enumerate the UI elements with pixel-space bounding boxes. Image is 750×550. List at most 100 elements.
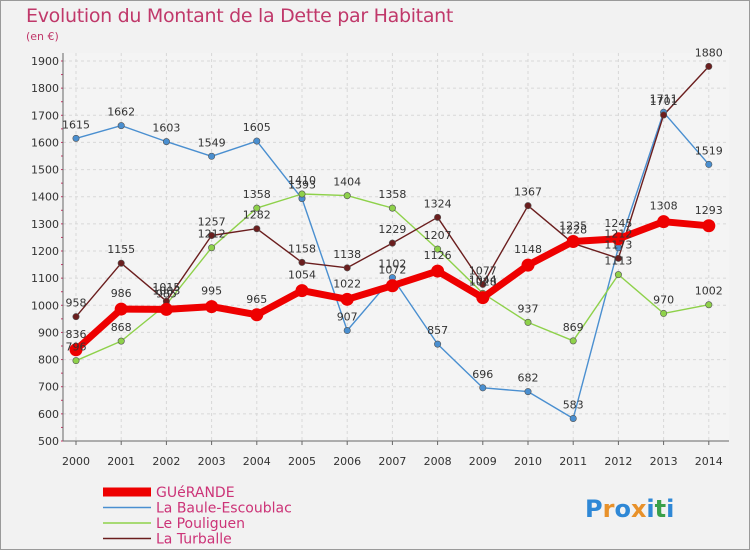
legend-label-la-baule-escoublac: La Baule-Escoublac bbox=[156, 501, 292, 517]
point-la-turballe bbox=[479, 280, 487, 288]
y-tick-label: 1400 bbox=[31, 191, 59, 204]
point-gu-rande bbox=[657, 215, 671, 229]
data-label-la-baule-escoublac: 1519 bbox=[695, 144, 723, 157]
point-la-turballe bbox=[298, 258, 306, 266]
data-label-le-pouliguen: 1212 bbox=[198, 228, 226, 241]
point-la-turballe bbox=[388, 239, 396, 247]
data-label-la-baule-escoublac: 583 bbox=[563, 398, 584, 411]
data-label-la-baule-escoublac: 1662 bbox=[107, 106, 135, 119]
point-la-baule-escoublac bbox=[162, 138, 170, 146]
point-la-turballe bbox=[117, 259, 125, 267]
x-tick-label: 2005 bbox=[288, 455, 316, 468]
y-tick-label: 1500 bbox=[31, 164, 59, 177]
data-label-la-baule-escoublac: 682 bbox=[518, 372, 539, 385]
data-label-le-pouliguen: 937 bbox=[518, 302, 539, 315]
data-label-la-turballe: 1282 bbox=[243, 209, 271, 222]
legend-label-gu-rande: GUéRANDE bbox=[156, 485, 235, 501]
data-label-la-baule-escoublac: 1711 bbox=[650, 92, 678, 105]
x-tick-label: 2003 bbox=[198, 455, 226, 468]
point-gu-rande bbox=[431, 264, 445, 278]
point-la-turballe bbox=[660, 111, 668, 119]
data-labels: 1615 1662 1603 1549 1605 1393 907 1102 857 696 682… bbox=[62, 46, 723, 411]
point-le-pouliguen bbox=[72, 357, 80, 365]
data-label-la-turballe: 1155 bbox=[107, 243, 135, 256]
y-tick-label: 1800 bbox=[31, 82, 59, 95]
data-label-le-pouliguen: 1003 bbox=[152, 284, 180, 297]
data-label-la-turballe: 1367 bbox=[514, 186, 542, 199]
y-tick-label: 1900 bbox=[31, 55, 59, 68]
data-label-la-turballe: 1229 bbox=[378, 223, 406, 236]
data-label-gu-rande: 1308 bbox=[650, 200, 678, 213]
point-la-turballe bbox=[524, 202, 532, 210]
y-tick-label: 900 bbox=[38, 326, 59, 339]
data-points bbox=[69, 62, 716, 422]
point-gu-rande bbox=[205, 300, 219, 314]
data-label-la-baule-escoublac: 696 bbox=[472, 368, 493, 381]
data-label-la-turballe: 958 bbox=[66, 297, 87, 310]
point-le-pouliguen bbox=[660, 309, 668, 317]
data-label-le-pouliguen: 1113 bbox=[604, 255, 632, 268]
y-tick-label: 600 bbox=[38, 408, 59, 421]
x-tick-label: 2013 bbox=[650, 455, 678, 468]
data-label-la-baule-escoublac: 1102 bbox=[378, 258, 406, 271]
data-label-gu-rande: 965 bbox=[246, 293, 267, 306]
data-label-la-turballe: 1015 bbox=[152, 281, 180, 294]
point-la-turballe bbox=[434, 213, 442, 221]
data-label-gu-rande: 1148 bbox=[514, 243, 542, 256]
point-la-turballe bbox=[343, 264, 351, 272]
data-label-gu-rande: 1054 bbox=[288, 269, 316, 282]
point-la-baule-escoublac bbox=[343, 327, 351, 335]
y-tick-label: 1200 bbox=[31, 245, 59, 258]
y-tick-label: 800 bbox=[38, 354, 59, 367]
point-la-baule-escoublac bbox=[72, 134, 80, 142]
point-gu-rande bbox=[476, 291, 490, 305]
point-la-turballe bbox=[208, 232, 216, 240]
point-le-pouliguen bbox=[524, 318, 532, 326]
proxiti-logo: Proxiti bbox=[585, 495, 674, 523]
x-tick-label: 2008 bbox=[424, 455, 452, 468]
point-gu-rande bbox=[159, 302, 173, 316]
data-label-le-pouliguen: 796 bbox=[66, 341, 87, 354]
x-tick-label: 2004 bbox=[243, 455, 271, 468]
y-tick-label: 500 bbox=[38, 435, 59, 448]
data-label-gu-rande: 1245 bbox=[604, 217, 632, 230]
data-label-la-turballe: 1880 bbox=[695, 46, 723, 59]
point-la-turballe bbox=[705, 62, 713, 70]
data-label-la-turballe: 1138 bbox=[333, 248, 361, 261]
data-label-la-baule-escoublac: 1603 bbox=[152, 122, 180, 135]
x-tick-label: 2009 bbox=[469, 455, 497, 468]
point-la-baule-escoublac bbox=[434, 340, 442, 348]
data-label-la-baule-escoublac: 1393 bbox=[288, 179, 316, 192]
data-label-la-turballe: 1324 bbox=[424, 197, 452, 210]
point-le-pouliguen bbox=[208, 244, 216, 252]
point-le-pouliguen bbox=[705, 301, 713, 309]
data-label-la-baule-escoublac: 1615 bbox=[62, 118, 90, 131]
data-label-le-pouliguen: 1044 bbox=[469, 273, 497, 286]
point-la-baule-escoublac bbox=[479, 384, 487, 392]
point-la-turballe bbox=[253, 225, 261, 233]
x-tick-label: 2010 bbox=[514, 455, 542, 468]
data-label-le-pouliguen: 869 bbox=[563, 321, 584, 334]
axes: 500 600 700 800 900 1000 1100 1200 1300 1400 1500 1… bbox=[31, 53, 729, 468]
x-tick-label: 2012 bbox=[604, 455, 632, 468]
y-tick-label: 1300 bbox=[31, 218, 59, 231]
data-label-le-pouliguen: 970 bbox=[653, 293, 674, 306]
data-label-la-turballe: 1701 bbox=[650, 95, 678, 108]
data-label-gu-rande: 1028 bbox=[469, 276, 497, 289]
point-le-pouliguen bbox=[434, 245, 442, 253]
data-label-la-baule-escoublac: 1605 bbox=[243, 121, 271, 134]
point-le-pouliguen bbox=[298, 190, 306, 198]
data-label-la-baule-escoublac: 857 bbox=[427, 324, 448, 337]
data-label-le-pouliguen: 1207 bbox=[424, 229, 452, 242]
point-gu-rande bbox=[340, 292, 354, 306]
point-la-baule-escoublac bbox=[253, 137, 261, 145]
x-tick-label: 2001 bbox=[107, 455, 135, 468]
data-label-le-pouliguen: 1404 bbox=[333, 176, 361, 189]
data-label-la-baule-escoublac: 1212 bbox=[604, 228, 632, 241]
point-le-pouliguen bbox=[253, 204, 261, 212]
point-la-baule-escoublac bbox=[705, 160, 713, 168]
point-la-turballe bbox=[72, 313, 80, 321]
